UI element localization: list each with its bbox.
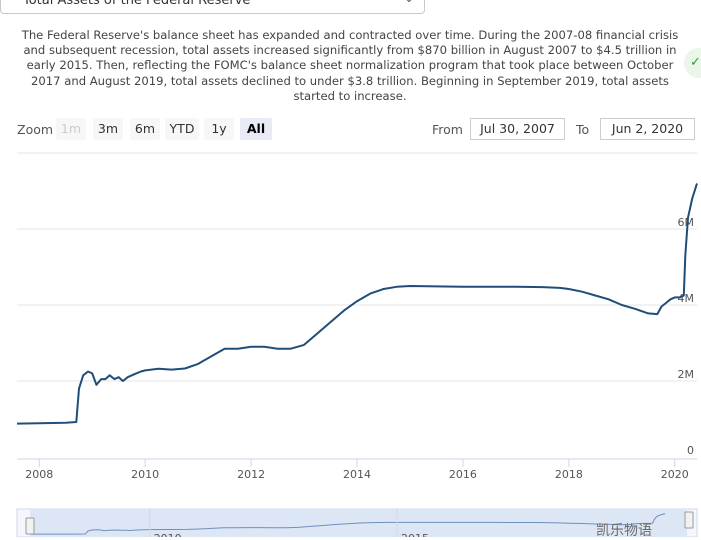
navigator-series (30, 513, 666, 535)
x-axis-ticks: 2008 2010 2012 2014 2016 2018 2020 (17, 458, 697, 481)
x-tick-label: 2016 (449, 468, 477, 481)
y-axis-ticks: 0 2M 4M 6M (678, 216, 695, 457)
series-layer (16, 183, 698, 425)
zoom-label: Zoom (17, 122, 54, 137)
check-badge-icon[interactable]: ✓ (684, 48, 701, 78)
zoom-6m-button[interactable]: 6m (130, 118, 160, 140)
total-assets-line (16, 183, 698, 425)
x-tick-label: 2008 (25, 468, 53, 481)
chart-description: The Federal Reserve's balance sheet has … (21, 28, 679, 103)
navigator-tick-label: 2015 (401, 532, 429, 537)
x-tick-label: 2014 (343, 468, 371, 481)
navigator-left-handle[interactable] (25, 517, 35, 535)
x-tick-label: 2010 (131, 468, 159, 481)
x-tick-label: 2012 (237, 468, 265, 481)
navigator: 2010 2015 (16, 508, 698, 537)
from-label: From (432, 122, 463, 137)
navigator-right-handle[interactable] (684, 511, 694, 529)
y-tick-label: 6M (678, 216, 695, 229)
zoom-1y-button[interactable]: 1y (204, 118, 234, 140)
chart-select-dropdown[interactable]: Total Assets of the Federal Reserve ⌄ (0, 0, 425, 14)
x-tick-label: 2020 (661, 468, 689, 481)
y-tick-label: 0 (687, 444, 694, 457)
x-tick-label: 2018 (555, 468, 583, 481)
from-date-input[interactable]: Jul 30, 2007 (470, 118, 565, 140)
zoom-3m-button[interactable]: 3m (93, 118, 123, 140)
watermark-text: 凯乐物语 (596, 523, 652, 539)
chevron-down-icon: ⌄ (404, 0, 414, 5)
y-tick-label: 2M (678, 368, 695, 381)
zoom-1m-button[interactable]: 1m (56, 118, 86, 140)
zoom-all-button[interactable]: All (240, 118, 272, 140)
chart-select-label: Total Assets of the Federal Reserve (23, 0, 251, 8)
y-tick-label: 4M (678, 292, 695, 305)
grid-lines (17, 152, 697, 382)
zoom-ytd-button[interactable]: YTD (165, 118, 199, 140)
navigator-tick-label: 2010 (154, 532, 182, 537)
to-label: To (576, 122, 590, 137)
to-date-input[interactable]: Jun 2, 2020 (600, 118, 695, 140)
